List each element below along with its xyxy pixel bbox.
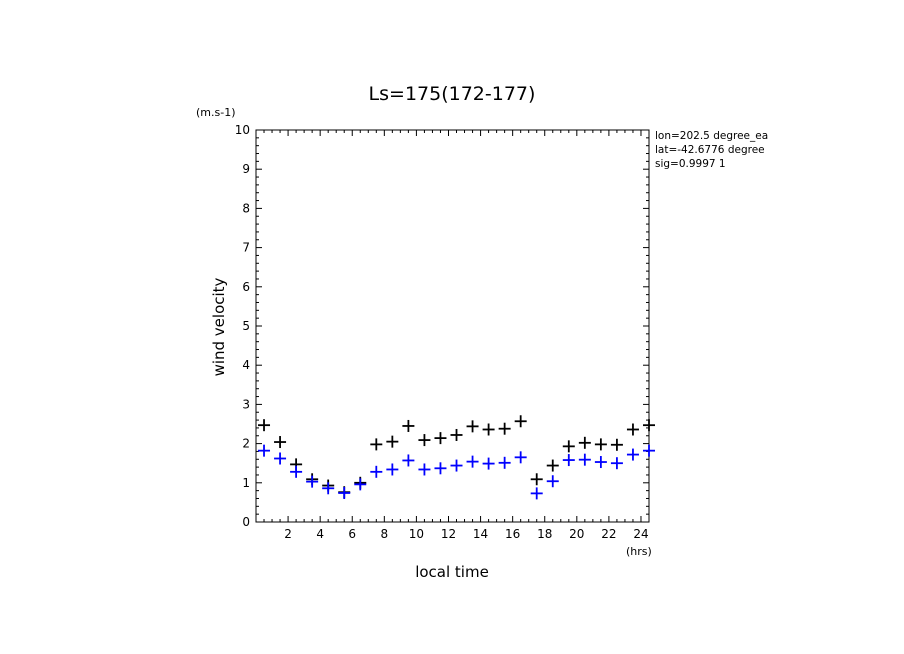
- series-2-point: [643, 444, 655, 457]
- info-block: lon=202.5 degree_ea lat=-42.6776 degree …: [655, 130, 768, 170]
- x-tick-label: 8: [381, 527, 389, 541]
- y-tick-label: 2: [242, 437, 250, 451]
- x-axis-label: local time: [415, 563, 489, 581]
- y-tick-label: 4: [242, 358, 250, 372]
- y-axis-unit: (m.s-1): [196, 106, 236, 119]
- axis-ticks: [255, 129, 650, 523]
- y-axis-label: wind velocity: [210, 277, 228, 376]
- plot-frame: [255, 129, 650, 523]
- x-tick-label: 18: [537, 527, 552, 541]
- x-tick-label: 16: [505, 527, 520, 541]
- series-2-point: [498, 456, 511, 469]
- series-1-point: [274, 436, 287, 449]
- x-tick-label: 6: [348, 527, 356, 541]
- series-1-point: [482, 423, 495, 436]
- y-tick-label: 10: [235, 123, 250, 137]
- x-tick-label: 2: [284, 527, 292, 541]
- x-tick-label: 12: [441, 527, 456, 541]
- series-2-point: [306, 475, 319, 488]
- x-tick-label: 20: [569, 527, 584, 541]
- series-1-point: [643, 419, 655, 432]
- series-1-point: [578, 436, 591, 449]
- series-1-point: [434, 432, 447, 445]
- x-tick-label: 24: [633, 527, 648, 541]
- series-1-point: [514, 415, 527, 428]
- series-2-point: [626, 448, 639, 461]
- series-2-point: [578, 453, 591, 466]
- y-tick-label: 3: [242, 397, 250, 411]
- series-1-point: [562, 440, 575, 453]
- series-1-point: [450, 428, 463, 441]
- series-1-point: [530, 473, 543, 486]
- series-2-point: [434, 462, 447, 475]
- series-2-point: [402, 454, 415, 467]
- y-tick-label: 9: [242, 162, 250, 176]
- series-2-point: [610, 457, 623, 470]
- series-2-point: [530, 487, 543, 500]
- series-2-point: [338, 486, 351, 499]
- series-2-point: [514, 451, 527, 464]
- series-1-point: [402, 419, 415, 432]
- y-tick-label: 1: [242, 476, 250, 490]
- series-1-point: [418, 434, 431, 447]
- series-2-point: [418, 463, 431, 476]
- y-tick-label: 5: [242, 319, 250, 333]
- series-2-point: [258, 444, 271, 457]
- y-tick-label: 8: [242, 201, 250, 215]
- series-1-point: [498, 422, 511, 435]
- series-2-point: [594, 456, 607, 469]
- series-2-point: [274, 452, 287, 465]
- x-tick-label: 10: [409, 527, 424, 541]
- chart-title: Ls=175(172-177): [369, 83, 536, 105]
- series-1-point: [258, 419, 271, 432]
- info-clip-mask: [780, 125, 904, 175]
- series-1-point: [626, 423, 639, 436]
- series-1-point: [466, 420, 479, 433]
- info-lat: lat=-42.6776 degree: [655, 144, 765, 156]
- series-2-point: [290, 465, 303, 478]
- x-tick-label: 14: [473, 527, 488, 541]
- series-2-point: [482, 457, 495, 470]
- series-2-point: [466, 455, 479, 468]
- series-1-point: [594, 438, 607, 451]
- series-2-point: [546, 475, 559, 488]
- x-tick-label: 22: [601, 527, 616, 541]
- series-2-point: [386, 463, 399, 476]
- series-2-point: [562, 454, 575, 467]
- x-axis-unit: (hrs): [626, 545, 652, 558]
- info-sig: sig=0.9997 1: [655, 158, 726, 170]
- y-tick-label: 7: [242, 241, 250, 255]
- series-2-point: [450, 459, 463, 472]
- data-markers: [258, 415, 655, 500]
- y-tick-label: 0: [242, 515, 250, 529]
- series-2-point: [354, 478, 367, 491]
- info-lon: lon=202.5 degree_ea: [655, 130, 768, 142]
- series-1-point: [370, 438, 383, 451]
- y-tick-label: 6: [242, 280, 250, 294]
- series-2-point: [322, 482, 335, 495]
- series-1-point: [610, 438, 623, 451]
- series-1-point: [386, 435, 399, 448]
- series-2-point: [370, 465, 383, 478]
- series-1-point: [546, 459, 559, 472]
- x-tick-label: 4: [316, 527, 324, 541]
